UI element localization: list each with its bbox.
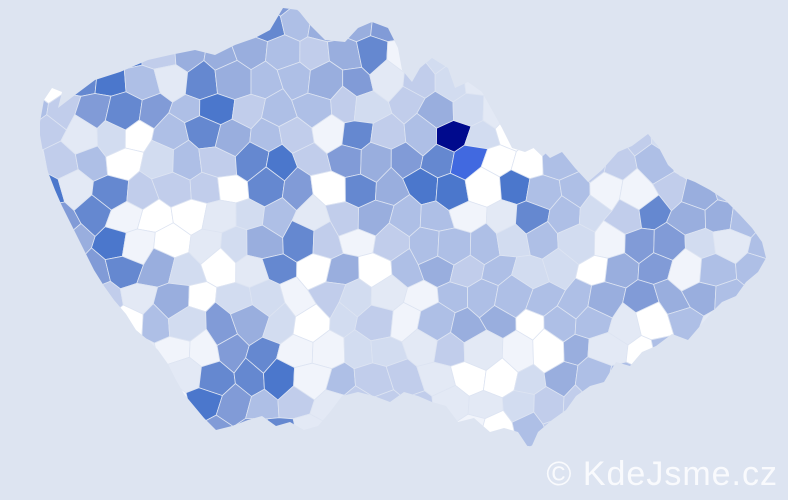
map-region (123, 336, 159, 373)
map-region (307, 8, 348, 43)
watermark: © KdeJsme.cz (546, 455, 778, 493)
map-region (370, 8, 410, 42)
map-region (40, 60, 68, 104)
map-region (606, 361, 642, 396)
map-region (482, 87, 517, 130)
map-region (166, 356, 202, 394)
map-region (105, 31, 143, 70)
map-region (94, 66, 127, 97)
map-region (201, 199, 237, 234)
map-region (448, 413, 486, 448)
map-region (712, 171, 751, 205)
map-region (189, 171, 221, 204)
map-region (260, 417, 298, 447)
map-region (574, 356, 613, 401)
map-region (463, 62, 503, 96)
map-region (140, 39, 177, 70)
map-region (403, 390, 434, 427)
map-region (667, 306, 705, 343)
map-region (247, 8, 286, 42)
map-region (650, 334, 691, 374)
map-region (542, 416, 581, 450)
map-region (40, 144, 49, 184)
map-region (765, 251, 766, 290)
map-region (714, 278, 749, 317)
map-region (63, 60, 98, 97)
